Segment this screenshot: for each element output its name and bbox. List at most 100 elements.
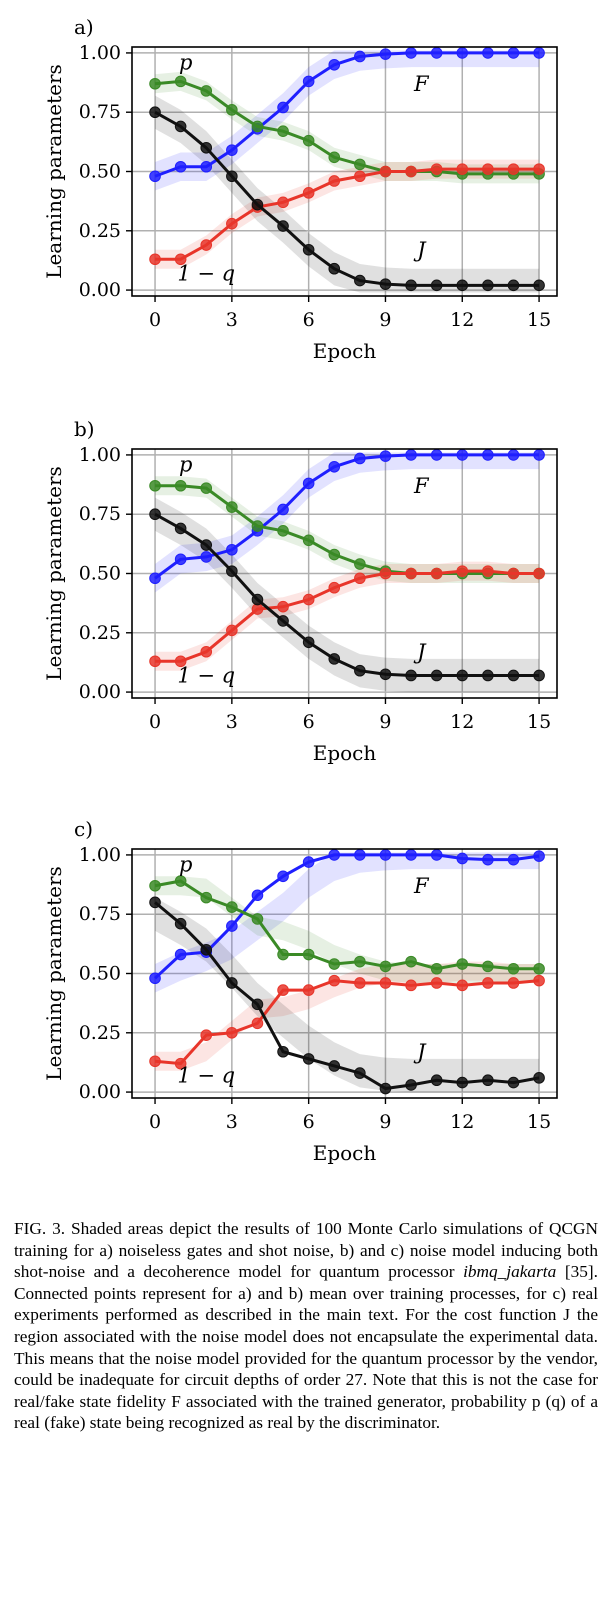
- data-point: [174, 522, 187, 535]
- data-point: [302, 134, 315, 147]
- x-tick-label: 6: [303, 711, 315, 733]
- data-point: [226, 1026, 238, 1039]
- data-point: [277, 503, 289, 516]
- data-point: [251, 198, 264, 211]
- data-point: [354, 158, 366, 171]
- series-annotation: J: [413, 238, 427, 262]
- data-point: [405, 567, 417, 580]
- data-point: [456, 279, 469, 292]
- caption-lead: FIG. 3.: [14, 1219, 66, 1238]
- data-point: [200, 239, 213, 251]
- y-tick-label: 0.00: [79, 279, 121, 301]
- data-point: [302, 948, 315, 961]
- data-point: [507, 567, 520, 580]
- data-point: [430, 567, 443, 580]
- series-line: [155, 484, 540, 575]
- data-point: [405, 279, 417, 292]
- data-point: [174, 75, 187, 88]
- data-point: [302, 187, 315, 199]
- data-point: [533, 567, 545, 580]
- data-point: [200, 551, 213, 563]
- data-point: [302, 593, 315, 606]
- data-point: [174, 917, 187, 930]
- data-point: [328, 262, 341, 275]
- data-point: [174, 655, 187, 668]
- data-point: [302, 534, 315, 547]
- series-annotation: J: [413, 1040, 427, 1064]
- x-axis-label: Epoch: [313, 1141, 377, 1165]
- data-point: [430, 279, 443, 292]
- data-point: [430, 47, 443, 59]
- series-line: [154, 110, 540, 287]
- x-tick-label: 12: [450, 309, 474, 331]
- series-annotation: 1 − q: [177, 664, 235, 688]
- data-point: [507, 669, 520, 682]
- data-point: [174, 1057, 187, 1070]
- data-point: [174, 253, 187, 266]
- data-point: [379, 668, 392, 681]
- data-point: [328, 1060, 341, 1072]
- series-annotation: p: [179, 853, 192, 877]
- data-point: [482, 163, 494, 175]
- data-point: [174, 160, 187, 173]
- data-point: [533, 449, 545, 461]
- data-point: [200, 160, 213, 173]
- data-point: [328, 958, 341, 970]
- caption-processor-name: ibmq_jakarta: [463, 1262, 557, 1282]
- data-point: [277, 600, 289, 613]
- data-point: [251, 998, 264, 1011]
- y-tick-label: 0.00: [79, 681, 121, 703]
- data-point: [226, 217, 238, 230]
- data-point: [226, 624, 238, 637]
- data-point: [251, 889, 264, 902]
- data-point: [430, 962, 443, 975]
- data-point: [430, 849, 443, 861]
- series-annotation: 1 − q: [177, 262, 235, 286]
- data-point: [379, 960, 392, 973]
- data-point: [149, 655, 161, 668]
- data-point: [354, 849, 366, 861]
- x-tick-label: 9: [379, 309, 391, 331]
- x-tick-label: 3: [226, 309, 238, 331]
- series-line: [155, 167, 540, 261]
- data-point: [482, 960, 494, 973]
- x-axis-label: Epoch: [313, 339, 377, 363]
- y-tick-label: 0.50: [79, 161, 121, 183]
- data-point: [328, 58, 341, 71]
- data-point: [302, 1053, 315, 1065]
- x-tick-label: 0: [149, 309, 161, 331]
- data-point: [328, 460, 341, 473]
- data-point: [328, 653, 341, 665]
- data-point: [354, 274, 366, 287]
- data-point: [533, 974, 545, 987]
- data-point: [277, 948, 289, 961]
- series-annotation: p: [179, 51, 192, 75]
- data-point: [456, 163, 469, 175]
- caption-text-2: [35]. Connected points represent for a) …: [14, 1262, 598, 1433]
- data-point: [482, 279, 494, 292]
- data-point: [405, 979, 417, 992]
- series-annotation: F: [413, 72, 430, 96]
- data-point: [430, 977, 443, 989]
- data-point: [482, 47, 494, 59]
- data-point: [226, 901, 238, 913]
- data-point: [200, 85, 213, 97]
- data-point: [379, 1082, 392, 1095]
- x-tick-label: 15: [527, 1111, 551, 1133]
- data-point: [251, 120, 264, 133]
- data-point: [226, 565, 238, 577]
- data-point: [302, 636, 315, 649]
- data-point: [430, 449, 443, 461]
- data-point: [405, 669, 417, 682]
- y-axis-label: Learning parameters: [42, 466, 66, 681]
- data-point: [456, 1076, 469, 1089]
- x-tick-label: 12: [450, 711, 474, 733]
- data-point: [200, 1029, 213, 1041]
- data-point: [302, 984, 315, 996]
- data-point: [226, 170, 238, 183]
- y-tick-label: 0.00: [79, 1081, 121, 1103]
- data-point: [379, 849, 392, 861]
- series-line: [154, 79, 540, 176]
- data-point: [354, 558, 366, 570]
- data-point: [277, 101, 289, 114]
